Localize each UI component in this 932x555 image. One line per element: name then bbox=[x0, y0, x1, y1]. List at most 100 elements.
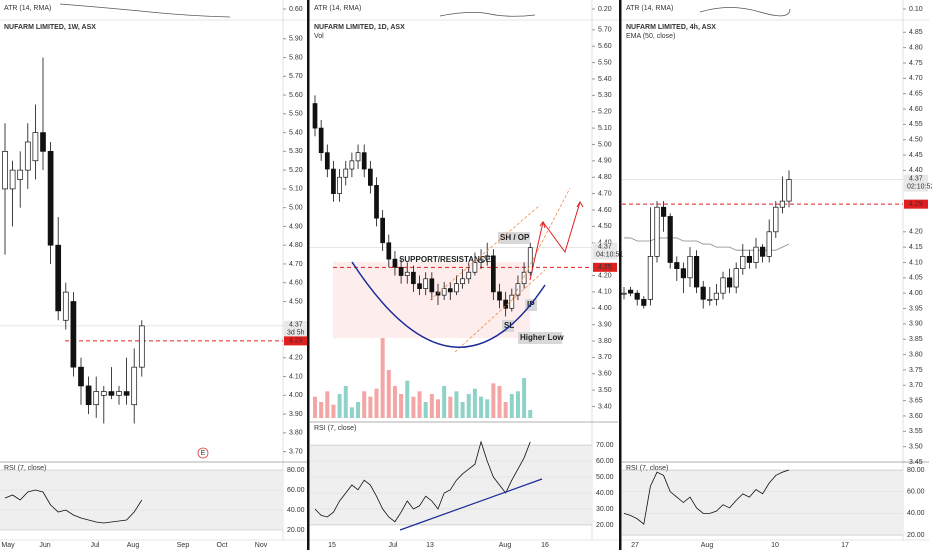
rsi-tick-label: 40.00 bbox=[287, 507, 305, 514]
candle-body bbox=[491, 255, 496, 293]
candle-body bbox=[472, 262, 478, 273]
y-tick-label: 4.80 bbox=[598, 174, 612, 181]
rsi-tick-label: 20.00 bbox=[596, 522, 614, 529]
candle-body bbox=[423, 278, 429, 289]
rsi-tick-label: 40.00 bbox=[596, 490, 614, 497]
y-tick-label: 3.90 bbox=[909, 321, 923, 328]
volume-bar bbox=[515, 391, 520, 418]
volume-bar bbox=[442, 386, 447, 418]
volume-bar bbox=[479, 396, 484, 418]
candle-body bbox=[740, 255, 746, 269]
y-tick-label: 3.80 bbox=[909, 351, 923, 358]
rsi-tick-label: 60.00 bbox=[596, 458, 614, 465]
volume-bar bbox=[343, 386, 348, 418]
candle-body bbox=[773, 206, 779, 233]
candle-body bbox=[687, 255, 693, 279]
candle-body bbox=[786, 179, 792, 202]
y-tick-label: 4.20 bbox=[598, 272, 612, 279]
countdown-label: 04:10:51 bbox=[596, 252, 623, 259]
y-tick-label: 5.30 bbox=[289, 148, 303, 155]
channel-line bbox=[429, 204, 541, 301]
y-tick-label: 5.60 bbox=[598, 43, 612, 50]
rsi-label: RSI (7, close) bbox=[314, 425, 356, 432]
candle-body bbox=[660, 206, 667, 217]
x-tick-label: Jun bbox=[39, 542, 50, 549]
candle-body bbox=[667, 216, 673, 263]
candle-body bbox=[108, 391, 115, 396]
rsi-line bbox=[4, 489, 143, 524]
y-tick-label: 4.90 bbox=[598, 158, 612, 165]
volume-bar bbox=[399, 394, 404, 418]
candle-body bbox=[32, 132, 39, 162]
y-tick-label: 3.70 bbox=[598, 354, 612, 361]
volume-bar bbox=[472, 388, 477, 418]
last-price-label: 4.37 bbox=[598, 244, 612, 251]
volume-bar bbox=[509, 394, 514, 418]
panel-divider bbox=[307, 0, 310, 550]
annotation: Higher Low bbox=[520, 333, 564, 342]
y-tick-label: 4.15 bbox=[909, 244, 923, 251]
rsi-tick-label: 20.00 bbox=[907, 532, 925, 539]
candle-body bbox=[374, 185, 379, 219]
candle-body bbox=[707, 298, 713, 301]
candle-body bbox=[753, 246, 759, 263]
y-tick-label: 3.50 bbox=[598, 387, 612, 394]
y-tick-label: 3.80 bbox=[289, 430, 303, 437]
atr-line bbox=[699, 7, 791, 17]
y-tick-label: 4.70 bbox=[909, 75, 923, 82]
volume-bar bbox=[331, 404, 336, 418]
level-label: 4.25 bbox=[598, 264, 612, 271]
rsi-tick-label: 50.00 bbox=[596, 474, 614, 481]
candle-body bbox=[85, 385, 92, 406]
y-tick-label: 4.60 bbox=[289, 280, 303, 287]
candle-body bbox=[693, 255, 700, 288]
candle-body bbox=[17, 169, 24, 180]
x-tick-label: 13 bbox=[426, 542, 434, 549]
y-tick-label: 4.10 bbox=[598, 289, 612, 296]
volume-bar bbox=[485, 399, 490, 418]
candle-body bbox=[460, 278, 465, 285]
candle-body bbox=[733, 268, 739, 288]
candle-body bbox=[478, 258, 484, 263]
candle-body bbox=[441, 288, 447, 296]
x-tick-label: Aug bbox=[499, 542, 512, 549]
y-tick-label: 5.80 bbox=[289, 54, 303, 61]
x-tick-label: 27 bbox=[631, 542, 639, 549]
y-tick-label: 3.60 bbox=[909, 413, 923, 420]
y-tick-label: 4.45 bbox=[909, 152, 923, 159]
y-tick-label: 5.50 bbox=[598, 59, 612, 66]
y-tick-label: 3.60 bbox=[598, 371, 612, 378]
y-tick-label: 3.95 bbox=[909, 305, 923, 312]
y-tick-label: 4.60 bbox=[598, 207, 612, 214]
x-tick-label: Jul bbox=[389, 542, 398, 549]
volume-bar bbox=[386, 370, 391, 418]
y-tick-label: 5.20 bbox=[598, 109, 612, 116]
y-tick-label: 4.50 bbox=[598, 223, 612, 230]
x-tick-label: 10 bbox=[771, 542, 779, 549]
volume-bar bbox=[528, 410, 533, 418]
volume-bar bbox=[392, 386, 397, 418]
rsi-tick-label: 60.00 bbox=[287, 487, 305, 494]
candle-body bbox=[680, 268, 687, 279]
candle-body bbox=[337, 176, 342, 194]
candle-body bbox=[349, 160, 355, 170]
candle-body bbox=[131, 366, 138, 406]
y-tick-label: 3.70 bbox=[909, 382, 923, 389]
rsi-tick-label: 70.00 bbox=[596, 442, 614, 449]
y-tick-label: 4.65 bbox=[909, 91, 923, 98]
y-tick-label: 4.80 bbox=[909, 44, 923, 51]
y-tick-label: 5.70 bbox=[598, 27, 612, 34]
volume-bar bbox=[497, 386, 502, 418]
x-tick-label: Aug bbox=[701, 542, 714, 549]
y-tick-label: 4.55 bbox=[909, 121, 923, 128]
volume-bar bbox=[460, 402, 465, 418]
volume-bar bbox=[362, 391, 367, 418]
indicator-label: Vol bbox=[314, 33, 324, 40]
y-tick-label: 3.45 bbox=[909, 459, 923, 466]
x-tick-label: 17 bbox=[841, 542, 849, 549]
indicator-label: EMA (50, close) bbox=[626, 33, 675, 40]
arrow-head bbox=[539, 201, 584, 229]
candle-body bbox=[466, 271, 472, 280]
candle-body bbox=[417, 283, 422, 289]
candle-body bbox=[9, 169, 16, 190]
